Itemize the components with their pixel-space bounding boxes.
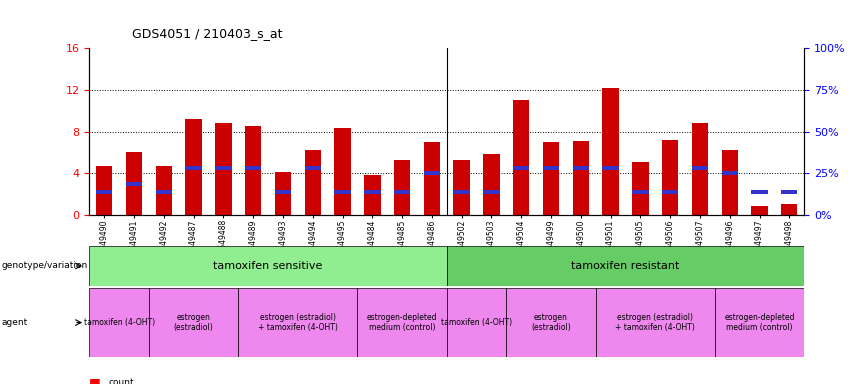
Bar	[447, 246, 804, 286]
Bar	[722, 171, 738, 175]
Bar	[245, 126, 261, 215]
Bar	[238, 288, 357, 357]
Bar	[96, 166, 112, 215]
Bar	[357, 288, 447, 357]
Text: agent: agent	[2, 318, 28, 327]
Text: tamoxifen resistant: tamoxifen resistant	[571, 261, 680, 271]
Bar	[156, 166, 172, 215]
Bar	[506, 288, 596, 357]
Bar	[722, 150, 738, 215]
Bar	[543, 142, 559, 215]
Bar	[573, 166, 589, 170]
Bar	[305, 166, 321, 170]
Text: genotype/variation: genotype/variation	[2, 262, 88, 270]
Bar	[662, 140, 678, 215]
Bar	[186, 166, 202, 170]
Bar	[245, 166, 261, 170]
Bar	[156, 190, 172, 194]
Bar	[89, 288, 149, 357]
Bar	[603, 166, 619, 170]
Text: estrogen (estradiol)
+ tamoxifen (4-OHT): estrogen (estradiol) + tamoxifen (4-OHT)	[258, 313, 338, 332]
Text: estrogen (estradiol)
+ tamoxifen (4-OHT): estrogen (estradiol) + tamoxifen (4-OHT)	[615, 313, 695, 332]
Bar	[447, 288, 506, 357]
Text: tamoxifen (4-OHT): tamoxifen (4-OHT)	[441, 318, 512, 327]
Bar	[275, 172, 291, 215]
Bar	[692, 166, 708, 170]
Bar	[364, 190, 380, 194]
Bar	[632, 162, 648, 215]
Bar	[513, 166, 529, 170]
Bar	[543, 166, 559, 170]
Bar	[662, 190, 678, 194]
Bar	[364, 175, 380, 215]
Bar	[96, 190, 112, 194]
Bar	[305, 150, 321, 215]
Bar	[186, 119, 202, 215]
Text: estrogen-depleted
medium (control): estrogen-depleted medium (control)	[367, 313, 437, 332]
Bar	[149, 288, 238, 357]
Text: estrogen-depleted
medium (control): estrogen-depleted medium (control)	[724, 313, 795, 332]
Bar	[715, 288, 804, 357]
Bar	[334, 190, 351, 194]
Bar	[89, 246, 447, 286]
Bar	[454, 160, 470, 215]
Bar	[692, 123, 708, 215]
Bar	[483, 190, 500, 194]
Bar	[424, 171, 440, 175]
Bar	[394, 190, 410, 194]
Text: tamoxifen (4-OHT): tamoxifen (4-OHT)	[83, 318, 155, 327]
Bar	[394, 160, 410, 215]
Bar	[275, 190, 291, 194]
Bar	[751, 190, 768, 194]
Bar	[334, 128, 351, 215]
Bar	[781, 204, 797, 215]
Bar	[126, 182, 142, 185]
Bar	[483, 154, 500, 215]
Text: estrogen
(estradiol): estrogen (estradiol)	[531, 313, 571, 332]
Bar	[126, 152, 142, 215]
Bar	[781, 190, 797, 194]
Text: tamoxifen sensitive: tamoxifen sensitive	[214, 261, 323, 271]
Bar	[573, 141, 589, 215]
Bar	[424, 142, 440, 215]
Bar	[215, 123, 231, 215]
Bar	[513, 100, 529, 215]
Text: count: count	[108, 377, 134, 384]
Text: ■: ■	[89, 376, 101, 384]
Bar	[215, 166, 231, 170]
Text: GDS4051 / 210403_s_at: GDS4051 / 210403_s_at	[132, 27, 283, 40]
Bar	[596, 288, 715, 357]
Bar	[454, 190, 470, 194]
Bar	[632, 190, 648, 194]
Bar	[751, 206, 768, 215]
Bar	[603, 88, 619, 215]
Text: estrogen
(estradiol): estrogen (estradiol)	[174, 313, 214, 332]
